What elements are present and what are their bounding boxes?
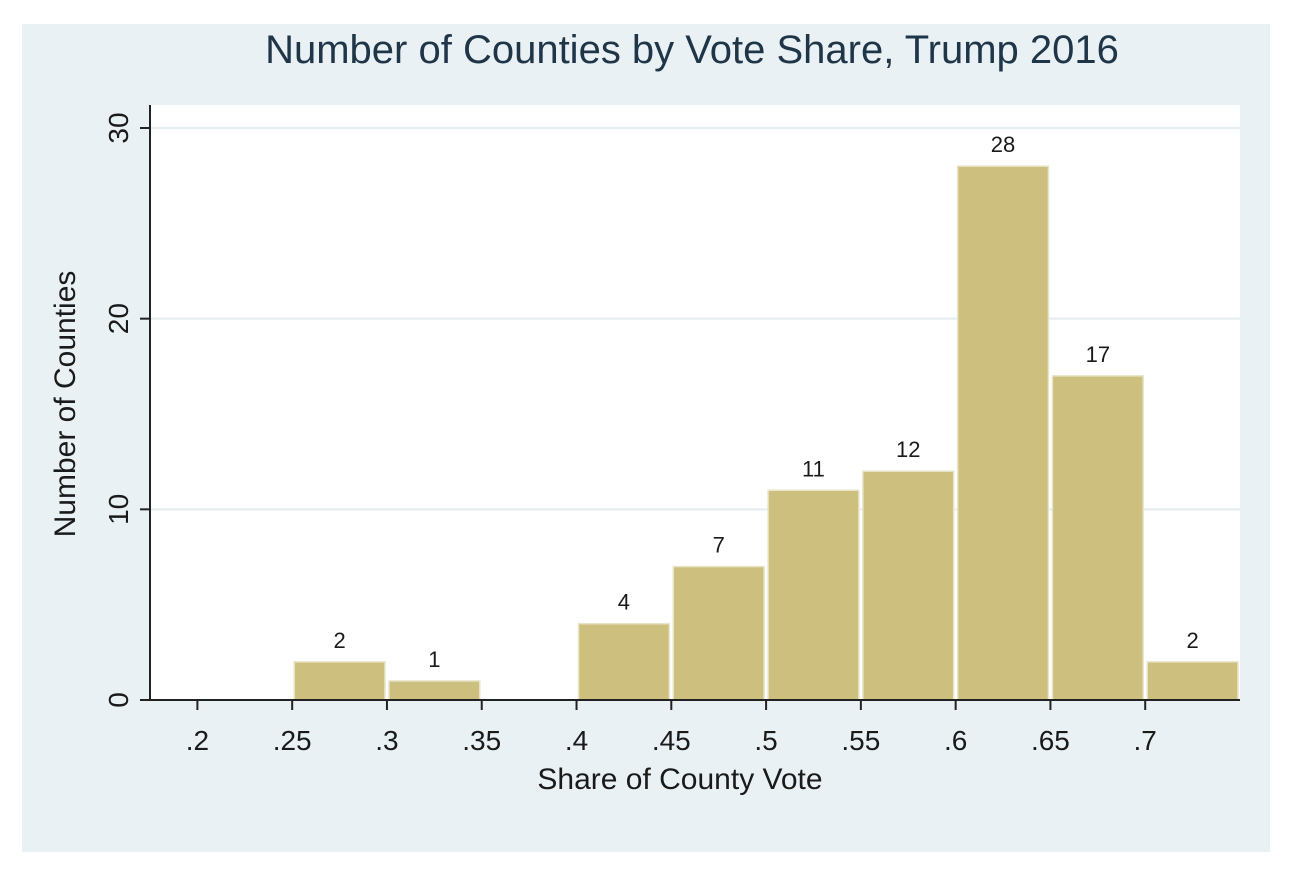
bar-1 — [388, 680, 481, 701]
bar-label-5: 11 — [802, 456, 825, 481]
bar-label-0: 2 — [333, 628, 345, 653]
bar-9 — [1146, 661, 1239, 701]
x-tick-label-3: .35 — [462, 725, 501, 756]
y-tick-label-0: 0 — [103, 692, 134, 708]
x-tick-label-0: .2 — [186, 725, 209, 756]
x-tick-label-8: .6 — [944, 725, 967, 756]
axes — [140, 105, 1240, 710]
x-tick-label-2: .3 — [375, 725, 398, 756]
x-tick-label-1: .25 — [273, 725, 312, 756]
bar-7 — [956, 165, 1050, 701]
y-tick-label-3: 30 — [103, 112, 134, 143]
x-tick-label-6: .5 — [754, 725, 777, 756]
x-tick-label-10: .7 — [1134, 725, 1157, 756]
bar-6 — [862, 470, 955, 701]
bar-8 — [1051, 375, 1144, 701]
y-axis-title: Number of Counties — [49, 271, 82, 538]
bar-label-4: 7 — [713, 533, 725, 558]
x-tick-label-5: .45 — [652, 725, 691, 756]
x-tick-label-4: .4 — [565, 725, 588, 756]
bars — [293, 165, 1239, 701]
bar-3 — [577, 622, 671, 701]
x-tick-label-9: .65 — [1031, 725, 1070, 756]
y-tick-label-1: 10 — [103, 494, 134, 525]
bar-5 — [767, 489, 860, 701]
bar-label-3: 4 — [618, 590, 630, 615]
bar-label-1: 1 — [428, 647, 440, 672]
bar-label-6: 12 — [896, 437, 920, 462]
y-tick-label-2: 20 — [103, 303, 134, 334]
bar-0 — [293, 661, 386, 701]
x-axis-title: Share of County Vote — [537, 763, 822, 796]
bar-label-8: 17 — [1086, 342, 1110, 367]
data-labels: 2 1 4 7 11 12 28 17 2 — [333, 132, 1198, 672]
tick-labels: .2 .25 .3 .35 .4 .45 .5 .55 .6 .65 .7 0 10 20 30 — [103, 112, 1157, 756]
bar-label-7: 28 — [991, 132, 1015, 157]
x-tick-label-7: .55 — [841, 725, 880, 756]
bar-4 — [672, 565, 765, 701]
bar-label-9: 2 — [1186, 628, 1198, 653]
chart-title: Number of Counties by Vote Share, Trump … — [265, 28, 1119, 72]
